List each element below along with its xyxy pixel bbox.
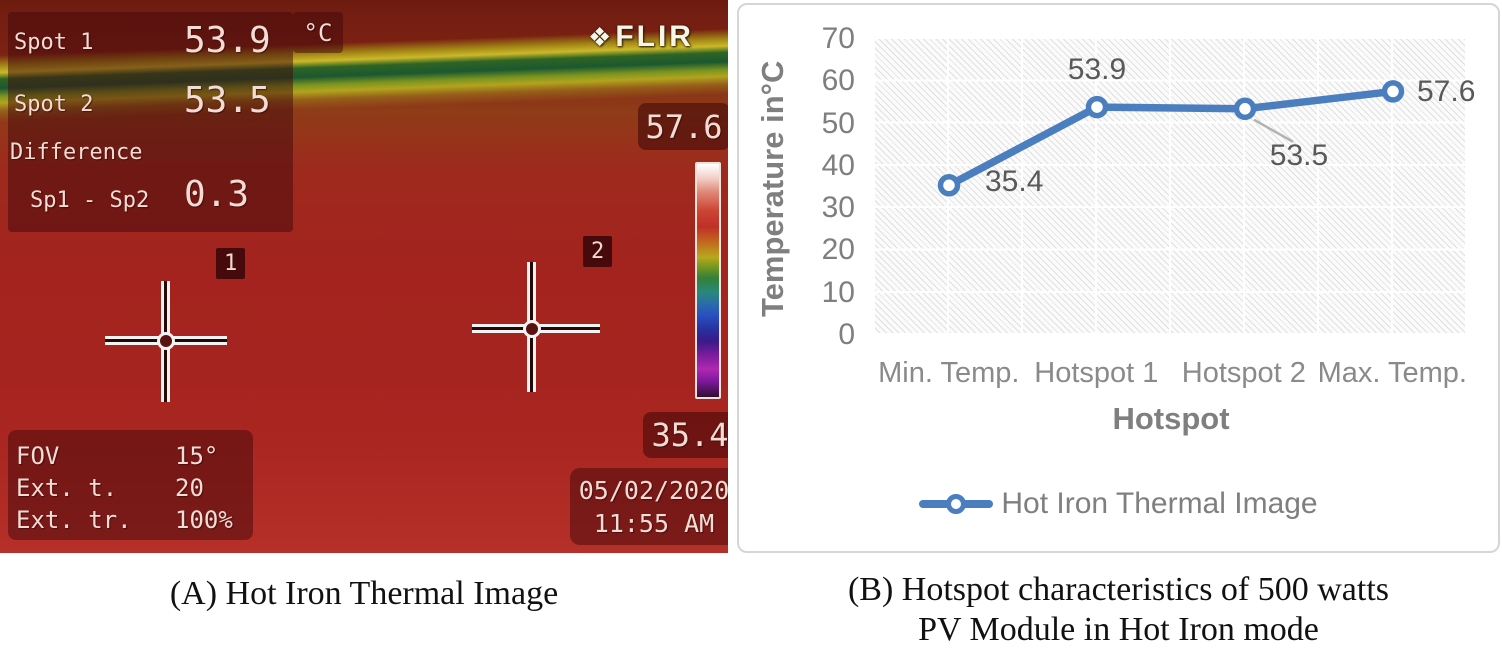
data-label-leader-line bbox=[1253, 118, 1294, 143]
temperature-colorbar bbox=[695, 162, 721, 399]
legend-line-marker-icon bbox=[919, 494, 994, 514]
flir-diamond-icon: ❖ bbox=[588, 22, 612, 52]
series-line bbox=[945, 87, 1397, 190]
caption-b-line1: (B) Hotspot characteristics of 500 watts bbox=[847, 571, 1390, 608]
y-axis-tick: 30 bbox=[821, 191, 855, 225]
spot2-crosshair-center bbox=[523, 320, 541, 338]
data-label-max-temp: 57.6 bbox=[1417, 75, 1476, 108]
spot1-marker-tag: 1 bbox=[216, 248, 246, 279]
data-point-marker bbox=[937, 174, 961, 197]
series-svg bbox=[937, 80, 1405, 197]
y-axis-tick: 40 bbox=[821, 148, 855, 182]
time-text: 11:55 AM bbox=[593, 508, 715, 538]
ext-tr-label: Ext. tr. bbox=[16, 506, 132, 534]
fov-value: 15° bbox=[175, 442, 219, 470]
spot1-crosshair-center bbox=[157, 332, 175, 350]
y-axis-tick: 60 bbox=[821, 64, 855, 98]
difference-value: 0.3 bbox=[184, 174, 250, 215]
y-axis-tick: 20 bbox=[821, 233, 855, 267]
fov-label: FOV bbox=[16, 442, 60, 470]
chart-legend: Hot Iron Thermal Image bbox=[739, 487, 1498, 521]
data-label-hotspot1: 53.9 bbox=[1067, 53, 1127, 86]
data-point-marker bbox=[1233, 97, 1257, 121]
ext-t-value: 20 bbox=[175, 474, 204, 502]
y-axis-ticks: 70 60 50 40 30 20 10 0 bbox=[791, 24, 855, 350]
spot-readout-box: Spot 1 53.9 Spot 2 53.5 Difference Sp1 -… bbox=[8, 12, 293, 232]
spot1-value: 53.9 bbox=[184, 20, 271, 61]
thermal-image-panel: Spot 1 53.9 Spot 2 53.5 Difference Sp1 -… bbox=[0, 0, 728, 553]
flir-logo: ❖ FLIR bbox=[588, 20, 694, 54]
date-text: 05/02/2020 bbox=[578, 475, 728, 505]
x-axis-category: Min. Temp. bbox=[878, 357, 1020, 389]
spot1-label: Spot 1 bbox=[14, 30, 94, 55]
ext-tr-value: 100% bbox=[175, 506, 233, 534]
spot2-marker-tag: 2 bbox=[583, 236, 613, 267]
temperature-unit-badge: °C bbox=[293, 12, 343, 53]
y-axis-tick: 10 bbox=[821, 275, 855, 309]
plot-area bbox=[875, 39, 1467, 335]
spot2-value: 53.5 bbox=[184, 80, 271, 121]
y-axis-tick: 70 bbox=[821, 22, 855, 55]
timestamp-box: 05/02/2020 11:55 AM bbox=[570, 468, 728, 545]
y-axis-title: Temperature in°C bbox=[755, 60, 790, 318]
legend-series-label: Hot Iron Thermal Image bbox=[1001, 487, 1318, 520]
y-axis-tick: 50 bbox=[821, 106, 855, 140]
y-axis-tick: 0 bbox=[838, 317, 855, 351]
difference-formula: Sp1 - Sp2 bbox=[30, 188, 150, 213]
scale-max-value: 57.6 bbox=[638, 103, 728, 150]
caption-b: (B) Hotspot characteristics of 500 watts… bbox=[737, 570, 1500, 650]
data-label-hotspot2: 53.5 bbox=[1269, 139, 1329, 172]
data-point-marker bbox=[1381, 80, 1405, 103]
flir-wordmark: FLIR bbox=[615, 20, 694, 53]
x-axis-title: Hotspot bbox=[1112, 401, 1230, 436]
x-axis-category: Hotspot 1 bbox=[1034, 357, 1159, 389]
ext-t-label: Ext. t. bbox=[16, 474, 118, 502]
caption-b-line2: PV Module in Hot Iron mode bbox=[918, 611, 1319, 648]
data-point-marker bbox=[1085, 95, 1109, 119]
scale-min-value: 35.4 bbox=[643, 412, 728, 458]
spot2-label: Spot 2 bbox=[14, 92, 94, 117]
chart-panel: Temperature in°C 70 60 50 40 30 20 10 0 35.4 53… bbox=[737, 3, 1500, 553]
data-label-min-temp: 35.4 bbox=[985, 165, 1044, 198]
camera-info-box: FOV 15° Ext. t. 20 Ext. tr. 100% bbox=[8, 430, 253, 540]
x-axis-categories: Min. Temp. Hotspot 1 Hotspot 2 Max. Temp. bbox=[875, 357, 1467, 390]
caption-a: (A) Hot Iron Thermal Image bbox=[169, 575, 559, 612]
difference-label: Difference bbox=[10, 140, 143, 165]
x-axis-category: Hotspot 2 bbox=[1181, 357, 1306, 389]
x-axis-category: Max. Temp. bbox=[1317, 357, 1467, 389]
